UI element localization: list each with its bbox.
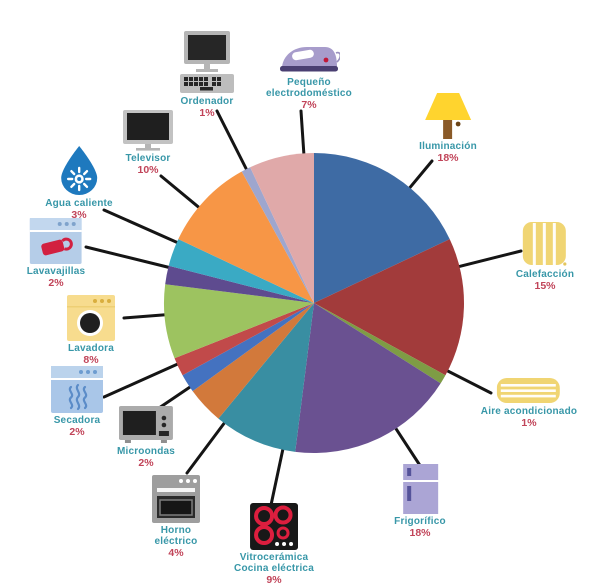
pie-slice-agua-caliente [168, 239, 314, 303]
connector-line-microondas [157, 385, 193, 410]
appliance-label: electrodoméstico [265, 88, 353, 99]
microwave-icon [119, 406, 173, 444]
washer-icon [67, 295, 115, 341]
appliance-percentage: 10% [137, 164, 159, 176]
appliance-label: Lavadora [67, 343, 115, 354]
pie-slice-secadora [174, 303, 314, 376]
pie-slices [163, 153, 464, 454]
water-drop-icon [60, 146, 98, 196]
dishwasher-icon [30, 218, 82, 264]
appliance-percentage: 15% [534, 280, 556, 292]
pie-slice-lavadora [163, 284, 314, 359]
legend-item-frigorifico: Frigorífico 18% [394, 464, 446, 539]
appliance-label: Aire acondicionado [480, 406, 578, 417]
appliance-label: Horno [160, 525, 192, 536]
appliance-label: Televisor [125, 153, 171, 164]
pie-slice-pequeno-electrodomestico [250, 153, 314, 303]
appliance-percentage: 18% [409, 527, 431, 539]
connector-line-vitroceramica [269, 447, 285, 507]
legend-item-vitroceramica: Vitrocerámica Cocina eléctrica 9% [234, 503, 314, 586]
legend-item-iluminacion: Iluminación 18% [419, 93, 477, 164]
appliance-label: Microondas [116, 446, 176, 457]
pie-slice-calefaccion [314, 239, 464, 376]
appliance-percentage: 3% [71, 209, 87, 221]
appliance-label: Vitrocerámica [239, 552, 309, 563]
appliance-percentage: 8% [83, 354, 99, 366]
legend-item-horno-electrico: Horno eléctrico 4% [152, 475, 200, 559]
connector-line-ordenador [215, 109, 249, 172]
pie-slice-horno-electrico [192, 303, 314, 419]
appliance-label: Pequeño [287, 77, 331, 88]
appliance-percentage: 1% [199, 107, 215, 119]
pie-slice-iluminacion [314, 153, 450, 303]
computer-icon [179, 31, 235, 94]
appliance-label: Agua caliente [45, 198, 113, 209]
appliance-label: Iluminación [419, 141, 477, 152]
appliance-label: Cocina eléctrica [234, 563, 314, 574]
legend-item-microondas: Microondas 2% [117, 406, 175, 469]
appliance-label: eléctrico [154, 536, 198, 547]
connector-line-calefaccion [457, 249, 523, 269]
legend-item-ordenador: Ordenador 1% [179, 31, 235, 119]
connector-line-lavavajillas [84, 245, 171, 269]
connector-line-secadora [102, 362, 180, 399]
lamp-icon [424, 93, 472, 139]
legend-item-calefaccion: Calefacción 15% [516, 221, 574, 292]
connector-line-horno-electrico [185, 420, 227, 475]
cooktop-icon [250, 503, 298, 550]
pie-slice-ordenador [241, 167, 314, 303]
pie-slice-aire-acondicionado [314, 303, 446, 384]
appliance-label: Frigorífico [394, 516, 446, 527]
air-conditioner-icon [497, 378, 561, 404]
legend-item-lavadora: Lavadora 8% [67, 295, 115, 366]
appliance-percentage: 4% [168, 547, 184, 559]
appliance-percentage: 2% [48, 277, 64, 289]
appliance-percentage: 9% [266, 574, 282, 586]
appliance-label: Secadora [53, 415, 101, 426]
connector-line-televisor [159, 174, 201, 210]
appliance-label: Ordenador [180, 96, 234, 107]
connector-lines [84, 109, 523, 507]
pie-slice-televisor [178, 171, 314, 303]
oven-icon [152, 475, 200, 523]
appliance-percentage: 1% [521, 417, 537, 429]
legend-item-televisor: Televisor 10% [123, 110, 173, 176]
iron-icon [278, 44, 341, 75]
legend-item-pequeno-electrodomestico: Pequeño electrodoméstico 7% [266, 44, 352, 111]
pie-slice-vitroceramica [218, 303, 314, 452]
fridge-icon [401, 464, 439, 514]
legend-item-secadora: Secadora 2% [51, 366, 103, 438]
connector-line-frigorifico [393, 426, 423, 469]
appliance-label: Lavavajillas [26, 266, 86, 277]
tv-icon [123, 110, 173, 151]
connector-line-iluminacion [407, 159, 434, 190]
pie-slice-frigorifico [295, 303, 441, 454]
connector-line-pequeno-electrodomestico [299, 109, 306, 156]
appliance-percentage: 18% [437, 152, 459, 164]
legend-item-lavavajillas: Lavavajillas 2% [27, 218, 86, 289]
dryer-icon [51, 366, 103, 413]
pie-slice-lavavajillas [165, 265, 314, 303]
pie-slice-microondas [182, 303, 314, 392]
appliance-percentage: 7% [301, 99, 317, 111]
radiator-icon [522, 221, 568, 267]
legend-item-agua-caliente: Agua caliente 3% [45, 146, 113, 221]
connector-line-aire-acondicionado [445, 369, 493, 395]
appliance-percentage: 2% [69, 426, 85, 438]
connector-line-lavadora [122, 313, 167, 320]
appliance-label: Calefacción [515, 269, 575, 280]
appliance-percentage: 2% [138, 457, 154, 469]
legend-item-aire-acondicionado: Aire acondicionado 1% [481, 378, 577, 429]
connector-line-agua-caliente [102, 208, 180, 245]
